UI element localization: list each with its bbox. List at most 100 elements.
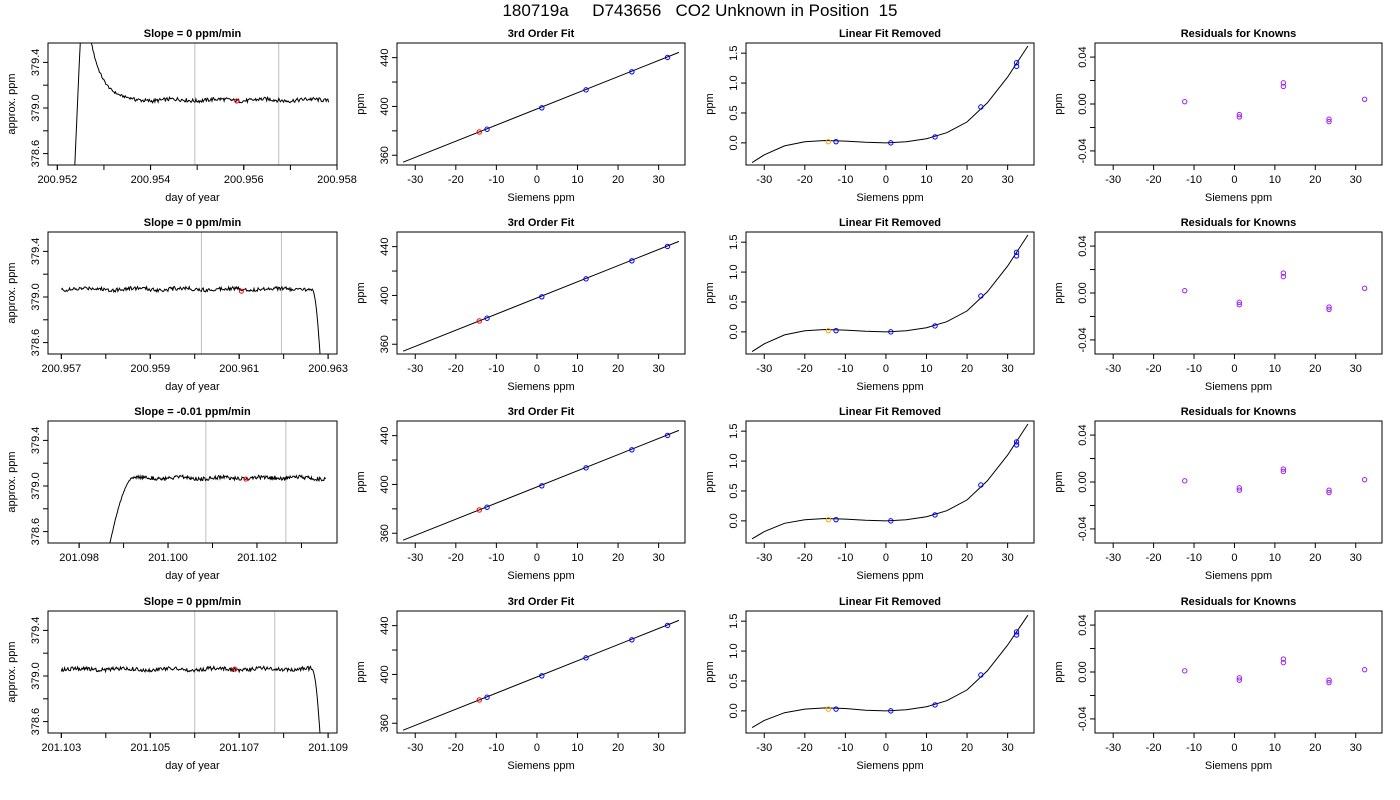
x-tick-label: 200.957: [41, 363, 81, 375]
plot-frame: [396, 231, 686, 355]
y-axis-label: ppm: [355, 93, 367, 114]
panel-linfit-row3: Linear Fit Removed Siemens ppm ppm -30 -20 -1…: [704, 406, 1035, 582]
fit-line: [402, 51, 680, 163]
residual-point: [1236, 487, 1243, 493]
residual-point: [1236, 302, 1243, 308]
trace-line: [60, 664, 321, 733]
panel-title: Slope = 0 ppm/min: [144, 596, 242, 608]
known-point: [1013, 253, 1020, 259]
x-tick-label: 0: [534, 552, 540, 564]
x-tick-label: 30: [1350, 552, 1362, 564]
known-point: [888, 518, 894, 524]
x-tick-label: -10: [837, 363, 853, 375]
trace-line: [60, 285, 321, 354]
unknown-point: [476, 318, 483, 324]
known-point: [833, 706, 839, 712]
residual-point: [1361, 285, 1368, 292]
x-tick-label: -10: [488, 742, 504, 754]
residual-point: [1236, 485, 1243, 491]
y-axis-label: ppm: [1053, 282, 1065, 303]
x-tick-label: -30: [1105, 742, 1121, 754]
x-tick-label: 10: [571, 552, 583, 564]
unknown-point: [825, 516, 832, 523]
x-tick-label: -20: [448, 363, 464, 375]
x-tick-label: 10: [571, 742, 583, 754]
known-point: [484, 315, 490, 321]
plot-area: [751, 234, 1029, 353]
residual-point: [1326, 116, 1332, 122]
panel-resid-row2: Residuals for Knowns Siemens ppm ppm -30 -20…: [1053, 217, 1383, 393]
panel-title: Slope = 0 ppm/min: [144, 28, 242, 40]
unknown-point: [825, 706, 832, 712]
y-axis-label: ppm: [704, 471, 716, 492]
y-tick-label: 0.0: [728, 513, 740, 528]
y-tick-label: 0.00: [1077, 282, 1089, 303]
y-tick-label: 1.5: [728, 235, 740, 250]
fit-line: [402, 619, 680, 731]
y-tick-label: 400: [379, 286, 391, 304]
plot-area: [1182, 270, 1368, 313]
x-tick-label: -20: [1146, 552, 1162, 564]
residual-point: [1326, 118, 1332, 125]
x-tick-label: -20: [797, 552, 813, 564]
y-axis-label: ppm: [1053, 93, 1065, 114]
x-tick-label: 30: [1002, 742, 1014, 754]
y-tick-label: 379.4: [30, 617, 42, 645]
highlight-point: [238, 288, 244, 294]
panel-title: 3rd Order Fit: [508, 28, 575, 40]
x-tick-label: 20: [612, 363, 624, 375]
x-axis-label: Siemens ppm: [507, 381, 574, 393]
known-point: [484, 694, 490, 700]
known-point: [539, 105, 545, 111]
x-tick-label: 0: [1231, 742, 1237, 754]
known-point: [978, 104, 984, 110]
x-tick-label: -20: [448, 174, 464, 186]
residual-point: [1280, 659, 1287, 666]
panel-title: Residuals for Knowns: [1181, 596, 1297, 608]
y-tick-label: 0.5: [728, 294, 740, 309]
panel-title: Slope = -0.01 ppm/min: [134, 406, 251, 418]
x-tick-label: 30: [1002, 174, 1014, 186]
unknown-point: [476, 697, 483, 703]
y-axis-label: ppm: [355, 282, 367, 303]
x-tick-label: -30: [756, 552, 772, 564]
x-tick-label: 10: [571, 363, 583, 375]
y-tick-label: 440: [379, 48, 391, 66]
y-tick-label: 0.00: [1077, 471, 1089, 492]
y-tick-label: 400: [379, 97, 391, 115]
x-tick-label: 201.105: [130, 742, 170, 754]
residual-point: [1280, 466, 1287, 472]
known-point: [932, 702, 938, 708]
y-axis-label: approx. ppm: [6, 73, 18, 134]
x-axis-label: Siemens ppm: [507, 192, 574, 204]
y-tick-label: 0.0: [728, 135, 740, 150]
x-axis-label: Siemens ppm: [856, 760, 923, 772]
residual-point: [1326, 677, 1332, 683]
y-tick-label: 379.0: [30, 472, 42, 500]
known-point: [664, 54, 671, 61]
known-point: [1013, 442, 1020, 448]
y-tick-label: 1.5: [728, 46, 740, 61]
plot-frame: [1094, 42, 1383, 166]
plot-area: [109, 421, 327, 543]
x-tick-label: -30: [1105, 552, 1121, 564]
residual-point: [1236, 114, 1243, 120]
x-tick-label: 20: [961, 552, 973, 564]
x-axis-label: Siemens ppm: [1205, 570, 1272, 582]
plot-area: [751, 423, 1029, 540]
plot-frame: [47, 231, 338, 355]
x-tick-label: 200.959: [130, 363, 170, 375]
y-tick-label: 360: [379, 714, 391, 732]
x-tick-label: 10: [920, 552, 932, 564]
x-tick-label: 10: [1269, 552, 1281, 564]
panel-title: Residuals for Knowns: [1181, 217, 1297, 229]
y-tick-label: 0.5: [728, 105, 740, 120]
residual-point: [1236, 675, 1243, 681]
panel-resid-row1: Residuals for Knowns Siemens ppm ppm -30 -20…: [1053, 28, 1383, 204]
residual-point: [1182, 98, 1188, 105]
x-tick-label: 201.103: [41, 742, 81, 754]
x-tick-label: 30: [1350, 742, 1362, 754]
residual-point: [1361, 476, 1368, 483]
y-tick-label: 0.04: [1077, 424, 1089, 445]
x-tick-label: 10: [1269, 174, 1281, 186]
